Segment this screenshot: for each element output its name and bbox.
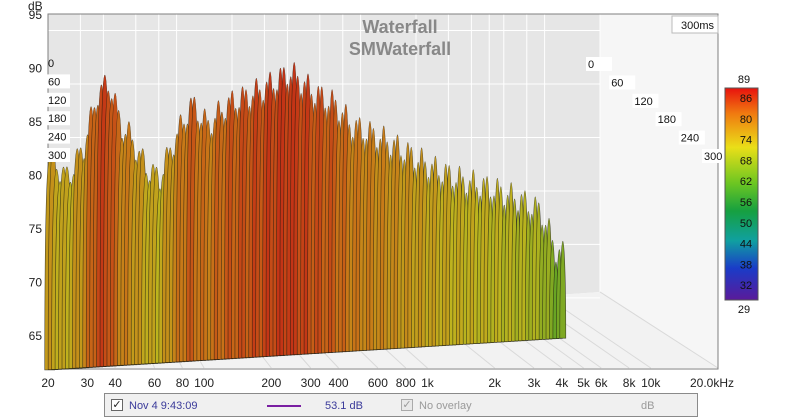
color-bar-tick-label: 86 [740, 93, 752, 105]
y-tick-label: 65 [29, 329, 43, 343]
x-tick-label: 1k [421, 376, 435, 390]
window-label: 300ms [681, 20, 715, 32]
floor-grid-line [599, 291, 719, 369]
time-tick-box [46, 92, 70, 107]
time-tick-label: 0 [48, 58, 54, 70]
time-tick-box [702, 149, 728, 163]
chart-subtitle: SMWaterfall [349, 39, 451, 59]
time-tick-label: 180 [48, 113, 66, 125]
time-tick-label: 240 [48, 132, 66, 144]
x-tick-label: 20.0kHz [690, 376, 734, 390]
time-tick-label: 60 [48, 76, 60, 88]
color-bar-tick-label: 38 [740, 259, 752, 271]
x-tick-label: 600 [368, 376, 388, 390]
color-bar-tick-label: 32 [740, 280, 752, 292]
time-tick-box [586, 57, 612, 71]
x-tick-label: 4k [556, 376, 570, 390]
y-tick-label: 95 [29, 8, 43, 22]
time-tick-label: 60 [611, 77, 623, 89]
window-label-box [671, 15, 719, 34]
color-bar-max: 89 [738, 74, 750, 86]
series-label: Nov 4 9:43:09 [129, 400, 198, 412]
y-axis-unit: dB [28, 0, 43, 13]
color-bar [724, 87, 759, 301]
time-tick-box [46, 148, 70, 162]
side-wall [600, 14, 718, 368]
x-tick-label: 20 [41, 376, 55, 390]
color-bar-tick-label: 80 [740, 114, 752, 126]
series-checkbox[interactable]: ✓ [111, 399, 123, 411]
x-tick-label: 5k [577, 376, 591, 390]
y-tick-label: 85 [29, 115, 43, 129]
time-tick-label: 0 [588, 59, 594, 71]
x-tick-label: 2k [488, 376, 502, 390]
time-axis-ticks-right: 0 60 120 180 240 300 [586, 57, 728, 163]
overlay-unit: dB [641, 400, 655, 412]
time-tick-box [46, 74, 70, 89]
color-bar-tick-label: 50 [740, 218, 752, 230]
time-tick-box [46, 129, 70, 144]
y-tick-label: 75 [29, 222, 43, 236]
x-tick-label: 10k [641, 376, 661, 390]
time-axis-ticks-left: 0 60 120 180 240 300 [46, 58, 70, 162]
y-tick-label: 80 [29, 168, 43, 182]
time-tick-label: 240 [681, 133, 699, 145]
color-bar-tick-label: 44 [740, 239, 752, 251]
chart-title: Waterfall [362, 17, 437, 37]
color-bar-min: 29 [738, 304, 750, 316]
color-bar-tick-label: 62 [740, 176, 752, 188]
time-tick-box [609, 75, 636, 90]
y-tick-label: 70 [29, 275, 43, 289]
overlay-checkbox[interactable]: ✓ [401, 399, 413, 411]
color-bar-tick-label: 74 [740, 135, 752, 147]
x-tick-label: 80 [176, 376, 190, 390]
x-tick-label: 6k [595, 376, 609, 390]
color-bar-tick-label: 68 [740, 155, 752, 167]
y-axis-ticks: 95 90 85 80 75 70 65 [29, 8, 43, 343]
x-tick-label: 8k [623, 376, 637, 390]
legend-bar: ✓ Nov 4 9:43:09 53.1 dB ✓ No overlay dB [104, 393, 698, 417]
x-tick-label: 100 [194, 376, 214, 390]
x-tick-label: 30 [81, 376, 95, 390]
x-tick-label: 60 [148, 376, 162, 390]
color-bar-ticks: 86 80 74 68 62 56 50 44 38 32 [740, 93, 752, 292]
x-tick-label: 200 [261, 376, 281, 390]
time-tick-label: 300 [704, 151, 722, 163]
x-tick-label: 40 [109, 376, 123, 390]
time-tick-label: 120 [634, 96, 652, 108]
color-bar-tick-label: 56 [740, 197, 752, 209]
series-color-swatch [267, 405, 301, 407]
waterfall-ridge [559, 240, 567, 339]
time-tick-box [678, 130, 705, 145]
waterfall-ridges [44, 62, 567, 371]
time-tick-label: 300 [48, 150, 66, 162]
time-tick-box [46, 111, 70, 126]
series-value: 53.1 dB [325, 400, 363, 412]
x-axis-ticks: 20 30 40 60 80 100 200 300 400 600 800 1k 2k 3k 4k 5k 6k… [41, 376, 734, 390]
time-tick-label: 180 [658, 114, 676, 126]
time-tick-box [632, 93, 659, 108]
x-tick-label: 3k [528, 376, 542, 390]
time-tick-box [655, 112, 682, 127]
y-tick-label: 90 [29, 61, 43, 75]
x-tick-label: 300 [301, 376, 321, 390]
x-tick-label: 400 [329, 376, 349, 390]
overlay-label: No overlay [419, 400, 472, 412]
time-tick-label: 120 [48, 95, 66, 107]
x-tick-label: 800 [396, 376, 416, 390]
